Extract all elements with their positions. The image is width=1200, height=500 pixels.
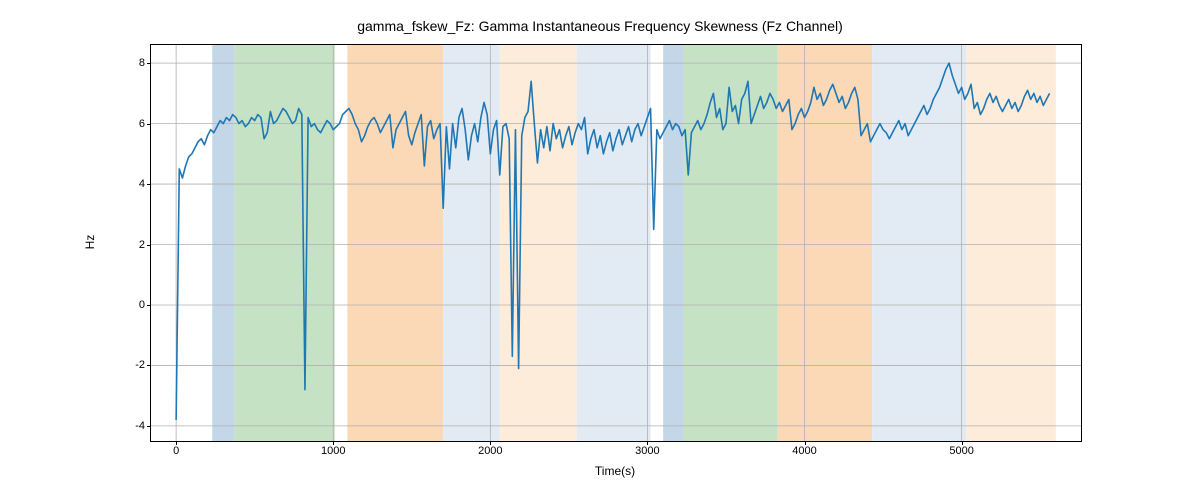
x-tick-label: 0 bbox=[173, 445, 179, 457]
x-tick-label: 3000 bbox=[635, 445, 659, 457]
x-tick-mark bbox=[805, 441, 806, 445]
y-tick-label: 4 bbox=[139, 178, 145, 190]
y-axis-label: Hz bbox=[83, 235, 97, 250]
x-tick-mark bbox=[647, 441, 648, 445]
y-tick-label: 2 bbox=[139, 239, 145, 251]
y-tick-label: -2 bbox=[135, 359, 145, 371]
segment-band bbox=[663, 45, 683, 441]
segment-band bbox=[443, 45, 500, 441]
plot-svg bbox=[151, 45, 1081, 441]
x-axis-label: Time(s) bbox=[595, 464, 635, 478]
x-tick-label: 5000 bbox=[949, 445, 973, 457]
y-tick-mark bbox=[147, 184, 151, 185]
chart-title: gamma_fskew_Fz: Gamma Instantaneous Freq… bbox=[0, 18, 1200, 34]
x-tick-label: 4000 bbox=[792, 445, 816, 457]
y-tick-mark bbox=[147, 124, 151, 125]
y-tick-label: 8 bbox=[139, 57, 145, 69]
y-tick-label: -4 bbox=[135, 420, 145, 432]
segment-band bbox=[872, 45, 966, 441]
x-tick-mark bbox=[962, 441, 963, 445]
y-tick-mark bbox=[147, 63, 151, 64]
y-tick-label: 6 bbox=[139, 118, 145, 130]
x-tick-mark bbox=[490, 441, 491, 445]
segment-band bbox=[347, 45, 443, 441]
y-tick-mark bbox=[147, 305, 151, 306]
x-tick-mark bbox=[333, 441, 334, 445]
plot-area: -4-202468010002000300040005000 bbox=[150, 44, 1082, 442]
figure: gamma_fskew_Fz: Gamma Instantaneous Freq… bbox=[0, 0, 1200, 500]
x-tick-mark bbox=[176, 441, 177, 445]
y-tick-mark bbox=[147, 245, 151, 246]
x-tick-label: 1000 bbox=[321, 445, 345, 457]
y-tick-mark bbox=[147, 426, 151, 427]
segment-band bbox=[577, 45, 651, 441]
segment-band bbox=[234, 45, 335, 441]
segment-band bbox=[212, 45, 234, 441]
y-tick-label: 0 bbox=[139, 299, 145, 311]
x-tick-label: 2000 bbox=[478, 445, 502, 457]
y-tick-mark bbox=[147, 365, 151, 366]
